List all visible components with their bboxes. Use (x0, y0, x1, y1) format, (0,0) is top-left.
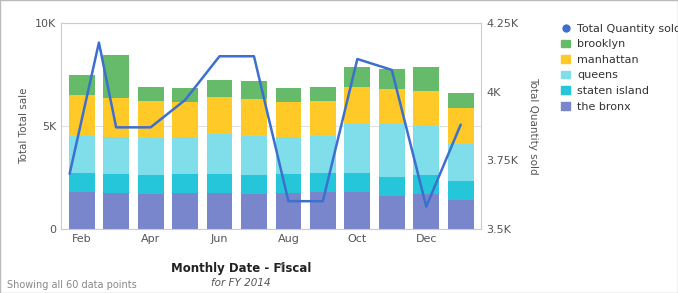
Bar (103, 174, 129, 193)
Bar (379, 69, 405, 89)
Bar (172, 174, 198, 193)
Bar (344, 124, 370, 173)
Legend: Total Quantity sold, brooklyn, manhattan, queens, staten island, the bronx: Total Quantity sold, brooklyn, manhattan… (557, 19, 678, 116)
Bar (275, 137, 301, 174)
Bar (447, 93, 474, 108)
Bar (447, 108, 474, 144)
Text: Monthly Date - Fiscal: Monthly Date - Fiscal (170, 263, 311, 275)
Bar (241, 194, 267, 229)
Y-axis label: Total Quantity sold: Total Quantity sold (527, 77, 538, 175)
Bar (68, 95, 95, 136)
Bar (172, 102, 198, 137)
Bar (275, 88, 301, 102)
Bar (447, 200, 474, 229)
Bar (241, 175, 267, 194)
Bar (172, 88, 198, 102)
Bar (379, 124, 405, 177)
Bar (310, 101, 336, 136)
Bar (414, 126, 439, 175)
Bar (68, 192, 95, 229)
Bar (414, 175, 439, 194)
Bar (344, 173, 370, 192)
Bar (207, 134, 233, 174)
Bar (138, 194, 163, 229)
Text: for FY 2014: for FY 2014 (211, 278, 271, 288)
Bar (379, 89, 405, 124)
Bar (207, 97, 233, 134)
Bar (207, 174, 233, 193)
Bar (414, 194, 439, 229)
Bar (379, 196, 405, 229)
Bar (241, 136, 267, 175)
Bar (414, 91, 439, 126)
Bar (344, 192, 370, 229)
Bar (414, 67, 439, 91)
Bar (275, 174, 301, 193)
Bar (103, 137, 129, 174)
Bar (103, 55, 129, 98)
Bar (275, 102, 301, 137)
Bar (344, 67, 370, 87)
Text: ↑: ↑ (276, 263, 287, 275)
Bar (172, 193, 198, 229)
Bar (310, 136, 336, 173)
Bar (68, 136, 95, 173)
Bar (68, 75, 95, 95)
Y-axis label: Total Total sale: Total Total sale (20, 88, 29, 164)
Bar (447, 144, 474, 181)
Bar (241, 81, 267, 99)
Text: Showing all 60 data points: Showing all 60 data points (7, 280, 136, 290)
Bar (275, 193, 301, 229)
Bar (241, 99, 267, 136)
Bar (138, 101, 163, 138)
Bar (310, 173, 336, 192)
Bar (103, 98, 129, 137)
Bar (310, 87, 336, 101)
Bar (138, 138, 163, 175)
Bar (138, 87, 163, 101)
Bar (447, 181, 474, 200)
Bar (207, 80, 233, 97)
Bar (379, 177, 405, 196)
Bar (172, 137, 198, 174)
Bar (310, 192, 336, 229)
Bar (103, 193, 129, 229)
Bar (68, 173, 95, 192)
Bar (344, 87, 370, 124)
Bar (207, 193, 233, 229)
Bar (138, 175, 163, 194)
